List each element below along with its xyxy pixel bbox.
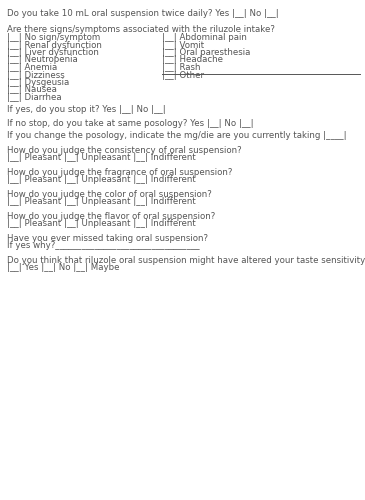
Text: |__| Headache: |__| Headache <box>162 56 223 64</box>
Text: |__| Dysgeusia: |__| Dysgeusia <box>7 78 69 87</box>
Text: Have you ever missed taking oral suspension?: Have you ever missed taking oral suspens… <box>7 234 208 243</box>
Text: |__| Nausea: |__| Nausea <box>7 86 57 94</box>
Text: How do you judge the fragrance of oral suspension?: How do you judge the fragrance of oral s… <box>7 168 232 177</box>
Text: |__| Pleasant |__| Unpleasant |__| Indifferent: |__| Pleasant |__| Unpleasant |__| Indif… <box>7 220 195 228</box>
Text: |__| Renal dysfunction: |__| Renal dysfunction <box>7 40 101 50</box>
Text: Do you take 10 mL oral suspension twice daily? Yes |__| No |__|: Do you take 10 mL oral suspension twice … <box>7 9 278 18</box>
Text: Are there signs/symptoms associated with the riluzole intake?: Are there signs/symptoms associated with… <box>7 25 274 34</box>
Text: |__| Pleasant |__| Unpleasant |__| Indifferent: |__| Pleasant |__| Unpleasant |__| Indif… <box>7 154 195 162</box>
Text: If no stop, do you take at same posology? Yes |__| No |__|: If no stop, do you take at same posology… <box>7 118 253 128</box>
Text: If yes, do you stop it? Yes |__| No |__|: If yes, do you stop it? Yes |__| No |__| <box>7 106 165 114</box>
Text: |__| Diarrhea: |__| Diarrhea <box>7 93 61 102</box>
Text: How do you judge the flavor of oral suspension?: How do you judge the flavor of oral susp… <box>7 212 215 221</box>
Text: If yes why?_________________________________: If yes why?_____________________________… <box>7 242 199 250</box>
Text: |__| Liver dysfunction: |__| Liver dysfunction <box>7 48 99 57</box>
Text: |__| Oral paresthesia: |__| Oral paresthesia <box>162 48 251 57</box>
Text: |__| Neutropenia: |__| Neutropenia <box>7 56 77 64</box>
Text: How do you judge the consistency of oral suspension?: How do you judge the consistency of oral… <box>7 146 241 155</box>
Text: |__| Rash: |__| Rash <box>162 63 201 72</box>
Text: |__| Abdominal pain: |__| Abdominal pain <box>162 33 247 42</box>
Text: How do you judge the color of oral suspension?: How do you judge the color of oral suspe… <box>7 190 211 199</box>
Text: |__| Yes |__| No |__| Maybe: |__| Yes |__| No |__| Maybe <box>7 264 119 272</box>
Text: |__| Anemia: |__| Anemia <box>7 63 57 72</box>
Text: |__| No sign/symptom: |__| No sign/symptom <box>7 33 100 42</box>
Text: |__| Pleasant |__| Unpleasant |__| Indifferent: |__| Pleasant |__| Unpleasant |__| Indif… <box>7 198 195 206</box>
Text: Do you think that riluzole oral suspension might have altered your taste sensiti: Do you think that riluzole oral suspensi… <box>7 256 365 265</box>
Text: If you change the posology, indicate the mg/die are you currently taking |____|: If you change the posology, indicate the… <box>7 132 346 140</box>
Text: |__| Pleasant |__| Unpleasant |__| Indifferent: |__| Pleasant |__| Unpleasant |__| Indif… <box>7 176 195 184</box>
Text: |__| Other: |__| Other <box>162 70 204 80</box>
Text: |__| Dizziness: |__| Dizziness <box>7 70 64 80</box>
Text: |__| Vomit: |__| Vomit <box>162 40 204 50</box>
